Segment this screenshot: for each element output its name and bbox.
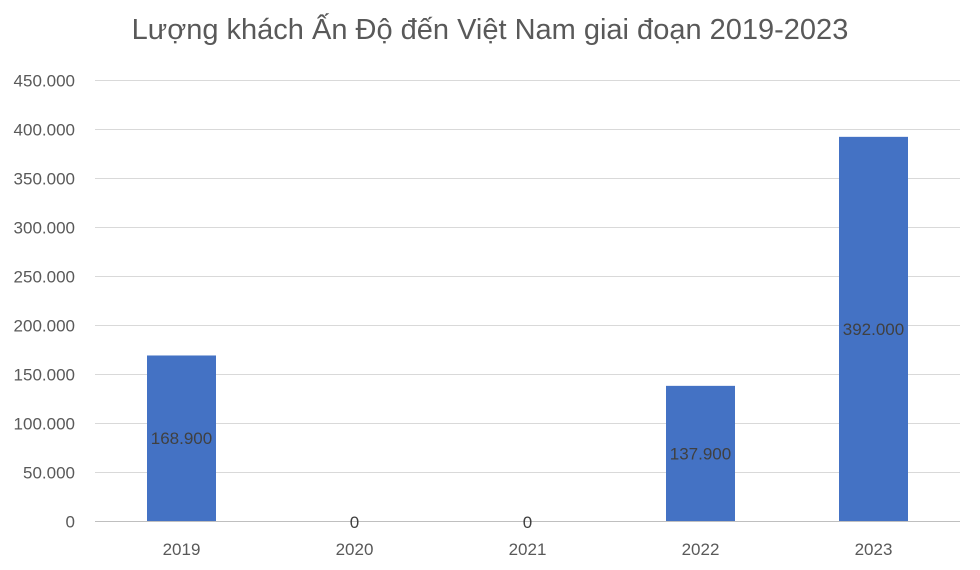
x-tick-label: 2021 (509, 540, 547, 559)
bar-2019 (147, 355, 216, 521)
data-label-2019: 168.900 (151, 429, 212, 448)
y-tick-label: 50.000 (23, 464, 75, 483)
x-tick-label: 2023 (855, 540, 893, 559)
y-tick-label: 400.000 (14, 121, 75, 140)
x-tick-label: 2022 (682, 540, 720, 559)
data-labels: 168.900 0 0 137.900 392.000 (151, 320, 904, 532)
data-label-2023: 392.000 (843, 320, 904, 339)
y-tick-label: 300.000 (14, 219, 75, 238)
gridlines (95, 80, 960, 522)
data-label-2021: 0 (523, 513, 532, 532)
y-axis-ticks: 0 50.000 100.000 150.000 200.000 250.000 300.0… (14, 72, 75, 532)
y-tick-label: 450.000 (14, 72, 75, 91)
bar-2022 (666, 385, 735, 521)
y-tick-label: 350.000 (14, 170, 75, 189)
data-label-2020: 0 (350, 513, 359, 532)
y-tick-label: 150.000 (14, 366, 75, 385)
x-axis-ticks: 2019 2020 2021 2022 2023 (163, 540, 893, 559)
data-label-2022: 137.900 (670, 444, 731, 463)
chart-title: Lượng khách Ấn Độ đến Việt Nam giai đoạn… (131, 14, 849, 46)
x-tick-label: 2019 (163, 540, 201, 559)
bar-2023 (839, 136, 908, 521)
y-tick-label: 0 (66, 513, 75, 532)
y-tick-label: 250.000 (14, 268, 75, 287)
x-tick-label: 2020 (336, 540, 374, 559)
y-tick-label: 100.000 (14, 415, 75, 434)
bars (147, 136, 908, 521)
y-tick-label: 200.000 (14, 317, 75, 336)
